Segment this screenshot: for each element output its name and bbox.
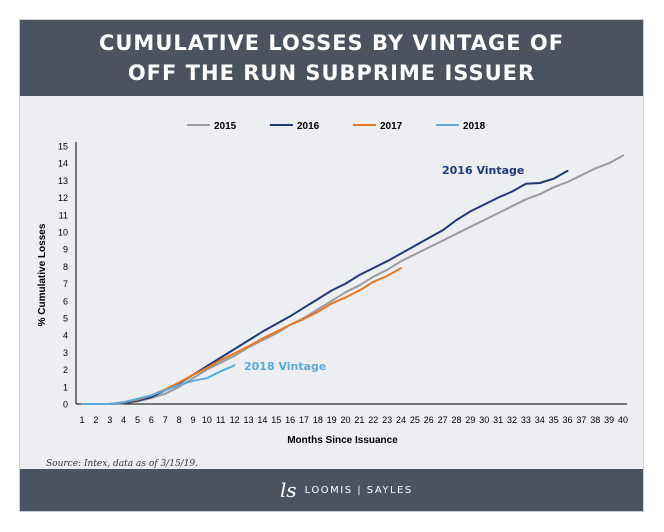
plot-background (20, 96, 643, 476)
x-tick-label: 8 (177, 415, 182, 425)
x-tick-label: 3 (107, 415, 112, 425)
x-tick-label: 38 (590, 415, 600, 425)
x-tick-label: 24 (396, 415, 406, 425)
x-tick-label: 7 (163, 415, 168, 425)
legend-label-2018: 2018 (463, 121, 486, 132)
series-line-2018 (81, 364, 236, 405)
legend-label-2015: 2015 (214, 121, 237, 132)
x-tick-label: 19 (327, 415, 337, 425)
y-tick-label: 6 (63, 296, 68, 306)
legend-label-2017: 2017 (380, 121, 403, 132)
y-tick-label: 0 (63, 400, 68, 410)
chart-frame: CUMULATIVE LOSSES BY VINTAGE OF OFF THE … (19, 19, 644, 512)
x-tick-label: 5 (135, 415, 140, 425)
logo-mark: ls (280, 478, 297, 502)
x-tick-label: 15 (271, 415, 281, 425)
source-note: Source: Intex, data as of 3/15/19. (46, 459, 199, 469)
y-tick-label: 5 (63, 314, 68, 324)
x-tick-label: 35 (549, 415, 559, 425)
y-tick-label: 10 (58, 228, 68, 238)
x-tick-label: 31 (493, 415, 503, 425)
legend-label-2016: 2016 (297, 121, 320, 132)
x-tick-label: 20 (341, 415, 351, 425)
x-tick-label: 18 (313, 415, 323, 425)
x-tick-label: 16 (285, 415, 295, 425)
x-tick-label: 33 (521, 415, 531, 425)
logo-text: LOOMIS | SAYLES (304, 484, 413, 496)
x-tick-label: 12 (230, 415, 240, 425)
annotation-2018-vintage: 2018 Vintage (244, 360, 326, 373)
x-tick-label: 9 (190, 415, 195, 425)
x-tick-label: 4 (121, 415, 126, 425)
x-tick-label: 1 (79, 415, 84, 425)
y-tick-label: 4 (63, 331, 68, 341)
x-tick-label: 21 (354, 415, 364, 425)
chart-title-line-1: CUMULATIVE LOSSES BY VINTAGE OF (98, 31, 565, 55)
x-tick-label: 30 (479, 415, 489, 425)
y-tick-label: 2 (63, 365, 68, 375)
y-tick-label: 3 (63, 348, 68, 358)
legend: 2015 2016 2017 2018 (187, 121, 486, 132)
x-tick-label: 14 (257, 415, 267, 425)
y-tick-label: 15 (58, 142, 68, 152)
y-tick-label: 14 (58, 159, 68, 169)
x-tick-label: 37 (576, 415, 586, 425)
x-tick-label: 27 (438, 415, 448, 425)
x-tick-label: 25 (410, 415, 420, 425)
x-tick-label: 36 (563, 415, 573, 425)
x-tick-label: 17 (299, 415, 309, 425)
x-tick-label: 34 (535, 415, 545, 425)
x-tick-label: 40 (618, 415, 628, 425)
y-tick-label: 7 (63, 279, 68, 289)
x-tick-label: 2 (93, 415, 98, 425)
x-tick-label: 26 (424, 415, 434, 425)
series-line-2015 (81, 154, 624, 405)
chart-title-line-2: OFF THE RUN SUBPRIME ISSUER (127, 61, 536, 85)
footer-banner: ls LOOMIS | SAYLES (20, 469, 643, 511)
x-tick-label: 29 (465, 415, 475, 425)
y-axis-label: % Cumulative Losses (37, 223, 48, 326)
x-axis-label: Months Since Issuance (287, 435, 398, 446)
y-tick-label: 11 (59, 210, 68, 220)
x-tick-label: 22 (368, 415, 378, 425)
y-tick-label: 13 (58, 176, 68, 186)
y-tick-label: 9 (63, 245, 68, 255)
x-tick-label: 11 (216, 415, 225, 425)
series-group (81, 154, 624, 405)
annotation-2016-vintage: 2016 Vintage (442, 164, 524, 177)
y-tick-label: 8 (63, 262, 68, 272)
x-tick-label: 23 (382, 415, 392, 425)
x-tick-label: 39 (604, 415, 614, 425)
x-tick-label: 32 (507, 415, 517, 425)
y-tick-label: 1 (63, 382, 68, 392)
x-tick-label: 28 (452, 415, 462, 425)
y-tick-label: 12 (58, 193, 68, 203)
x-tick-label: 6 (149, 415, 154, 425)
x-tick-label: 10 (202, 415, 212, 425)
x-tick-label: 13 (243, 415, 253, 425)
logo: ls LOOMIS | SAYLES (280, 478, 413, 502)
title-banner: CUMULATIVE LOSSES BY VINTAGE OF OFF THE … (20, 20, 643, 96)
